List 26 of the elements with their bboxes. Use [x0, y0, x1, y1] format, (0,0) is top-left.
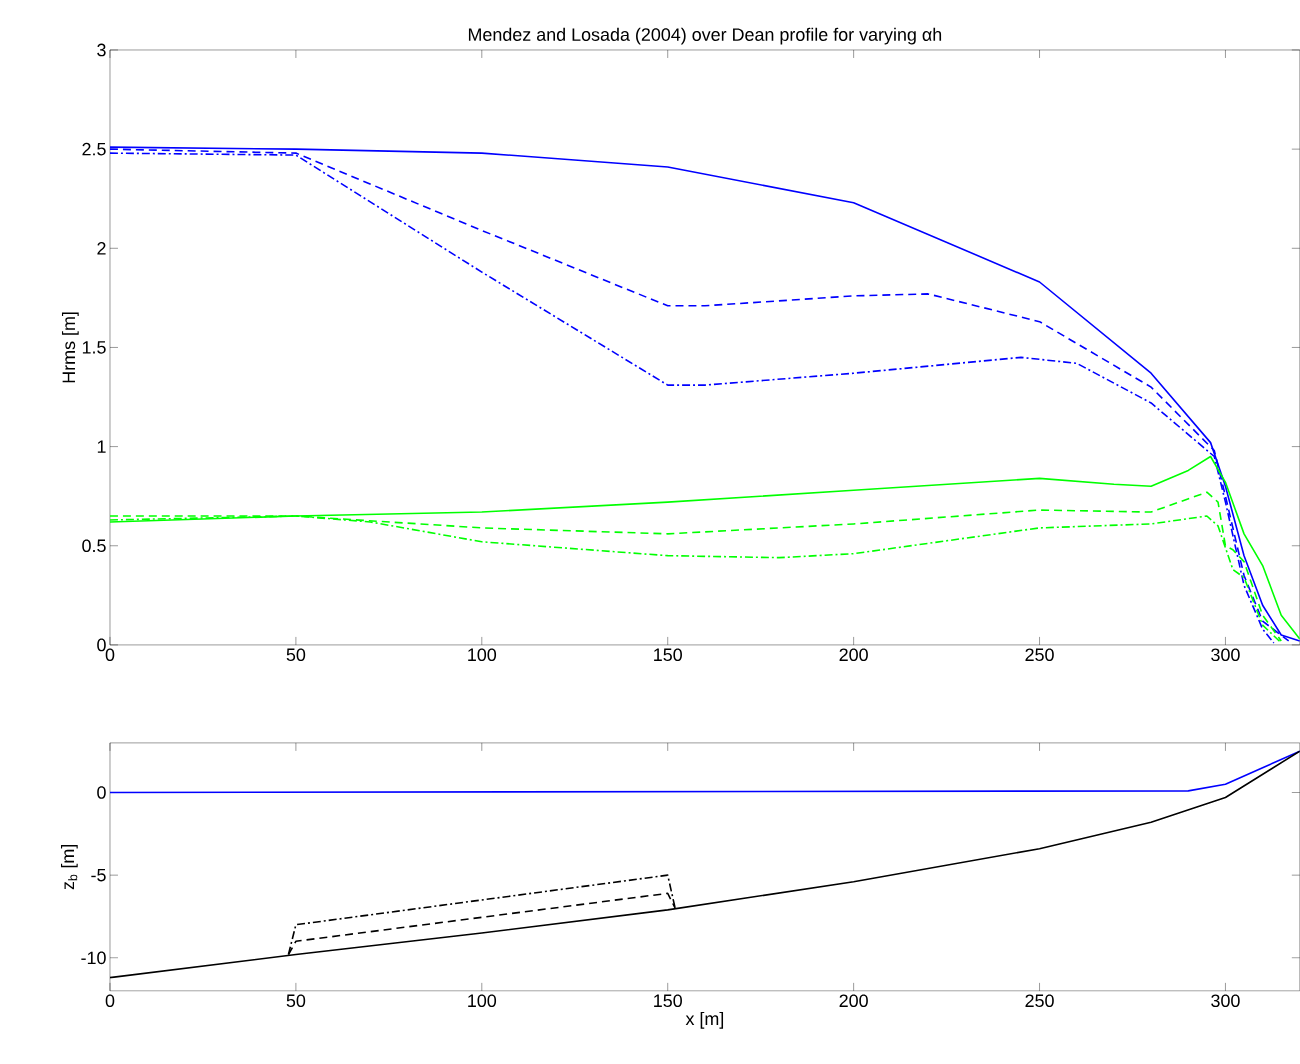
x-axis-title: x [m] — [685, 1011, 724, 1029]
y-tick-label: 1 — [97, 440, 106, 453]
y-tick-label: 2.5 — [82, 142, 106, 156]
y-tick-label: 3 — [97, 43, 106, 57]
x-tick-label: 250 — [1025, 648, 1054, 662]
x-tick-label: 150 — [654, 994, 682, 1008]
x-tick-label: 300 — [1211, 994, 1240, 1008]
y-axis-title: Hrms [m] — [61, 312, 79, 383]
x-tick-label: 50 — [286, 648, 306, 662]
x-tick-label: 100 — [468, 994, 497, 1008]
y-axis-title: z$_{b}$ [m] — [60, 845, 78, 890]
x-tick-label: 200 — [839, 648, 868, 662]
x-tick-label: 300 — [1211, 648, 1240, 662]
x-tick-label: 200 — [839, 994, 868, 1008]
y-tick-label: -10 — [81, 951, 106, 965]
x-tick-label: 150 — [654, 648, 682, 662]
x-tick-label: 250 — [1025, 994, 1054, 1008]
y-tick-label: 0.5 — [82, 539, 106, 553]
chart-title: Mendez and Losada (2004) over Dean profile for varying αh — [468, 27, 942, 45]
y-tick-label: 0 — [97, 786, 106, 799]
y-tick-label: 0 — [97, 638, 106, 652]
x-tick-label: 100 — [468, 648, 497, 662]
y-tick-label: 2 — [97, 242, 106, 255]
y-tick-label: 1.5 — [82, 341, 106, 354]
x-tick-label: 50 — [286, 994, 306, 1008]
y-tick-label: -5 — [91, 868, 106, 882]
